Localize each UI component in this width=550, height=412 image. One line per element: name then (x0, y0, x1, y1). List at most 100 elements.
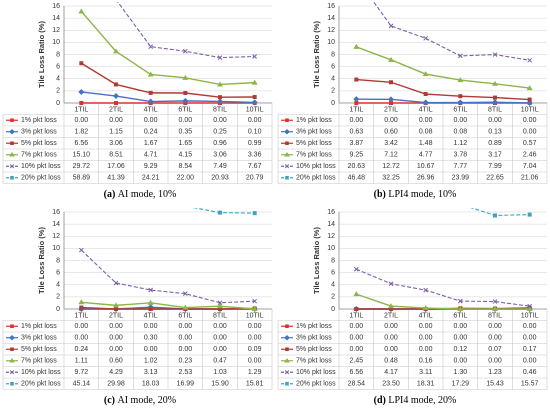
x-tick-label: 1TIL (74, 313, 88, 320)
marker (284, 334, 290, 341)
table-cell: 0.00 (248, 323, 262, 330)
legend-label: 10% pkt loss (296, 369, 336, 376)
marker (388, 56, 394, 62)
legend-label: 3% pkt loss (296, 129, 332, 136)
legend-entry: 10% pkt loss (281, 163, 336, 170)
y-tick-label: 4 (331, 76, 335, 83)
y-tick-label: 12 (327, 233, 335, 240)
marker (527, 303, 533, 309)
marker (9, 357, 15, 363)
table-cell: 26.96 (417, 175, 435, 182)
caption-text: AI mode, 20% (118, 395, 177, 406)
marker (148, 307, 153, 311)
x-tick-label: 10TIL (521, 313, 539, 320)
x-tick-label: 10TIL (521, 107, 539, 114)
marker (353, 266, 359, 272)
marker (251, 306, 258, 311)
table-cell: 4.77 (419, 152, 433, 159)
table-cell: 4.71 (144, 152, 158, 159)
table-cell: 0.00 (350, 346, 364, 353)
table-cell: 0.00 (454, 117, 468, 124)
marker (458, 94, 463, 99)
legend-entry: 1% pkt loss (6, 117, 57, 124)
table-cell: 0.24 (75, 346, 89, 353)
marker (114, 307, 118, 311)
table-cell: 0.24 (144, 129, 158, 136)
legend-entry: 3% pkt loss (6, 129, 57, 136)
marker (353, 96, 360, 103)
y-tick-label: 0 (331, 100, 335, 107)
table-cell: 17.29 (452, 381, 470, 388)
marker (284, 151, 290, 157)
table-cell: 4.15 (179, 152, 193, 159)
table-cell: 0.16 (419, 358, 433, 365)
marker (217, 303, 223, 309)
table-cell: 0.00 (213, 335, 227, 342)
table-cell: 20.93 (211, 175, 229, 182)
plot (78, 2, 258, 106)
series-line (81, 91, 255, 104)
table-cell: 7.49 (213, 163, 227, 170)
y-tick-label: 8 (331, 257, 335, 264)
table-cell: 0.57 (523, 140, 537, 147)
marker (388, 96, 394, 103)
table-cell: 6.56 (350, 369, 364, 376)
table-cell: 0.08 (454, 129, 468, 136)
y-tick-label: 10 (327, 39, 335, 46)
x-tick-label: 4TIL (419, 313, 433, 320)
legend-entry: 20% pkt loss (6, 381, 61, 388)
marker (182, 304, 189, 310)
y-tick-label: 0 (331, 306, 335, 313)
marker (78, 8, 85, 14)
y-tick-label: 6 (56, 269, 60, 276)
marker (251, 79, 258, 85)
marker (353, 43, 360, 49)
series-line (80, 10, 255, 86)
x-tick-label: 1TIL (74, 107, 88, 114)
table-cell: 0.00 (109, 346, 123, 353)
marker (285, 141, 289, 146)
legend-label: 7% pkt loss (21, 152, 57, 159)
legend-entry: 1% pkt loss (281, 117, 332, 124)
y-tick-label: 6 (331, 63, 335, 70)
marker (285, 347, 289, 352)
legend-entry: 7% pkt loss (6, 358, 57, 365)
x-tick-label: 8TIL (488, 313, 502, 320)
marker (422, 99, 429, 106)
table-cell: 15.43 (486, 381, 504, 388)
table-cell: 32.25 (382, 175, 400, 182)
y-tick-label: 0 (56, 100, 60, 107)
marker (182, 291, 188, 297)
table-cell: 0.63 (350, 129, 364, 136)
table-cell: 20.79 (246, 175, 264, 182)
marker (10, 175, 14, 180)
table-cell: 1.02 (144, 358, 158, 365)
marker (284, 128, 290, 135)
legend-entry: 7% pkt loss (6, 152, 57, 159)
y-tick-label: 16 (327, 209, 335, 216)
table-cell: 15.57 (521, 381, 539, 388)
marker (492, 52, 498, 57)
marker (217, 55, 223, 60)
table-cell: 1.11 (75, 358, 88, 365)
marker (217, 98, 223, 105)
legend-entry: 5% pkt loss (6, 140, 57, 147)
table-cell: 0.00 (144, 117, 158, 124)
legend-entry: 1% pkt loss (281, 323, 332, 330)
table-cell: 0.00 (488, 358, 502, 365)
table-cell: 3.11 (419, 369, 432, 376)
marker (9, 151, 15, 157)
table-cell: 1.03 (213, 369, 227, 376)
table-cell: 4.29 (109, 369, 123, 376)
table-cell: 2.45 (350, 358, 364, 365)
x-tick-label: 2TIL (384, 313, 398, 320)
table-cell: 0.00 (384, 346, 398, 353)
table-cell: 0.00 (488, 323, 502, 330)
table-cell: 0.00 (350, 335, 364, 342)
legend-label: 5% pkt loss (296, 140, 332, 147)
plot (353, 2, 533, 106)
table-cell: 0.99 (248, 140, 262, 147)
y-tick-label: 2 (331, 294, 335, 301)
marker (354, 307, 359, 311)
x-tick-label: 1TIL (349, 313, 363, 320)
